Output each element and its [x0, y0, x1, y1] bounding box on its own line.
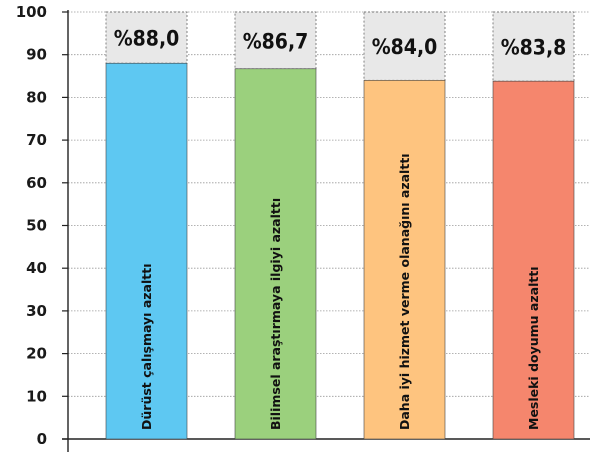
y-tick-label: 0: [37, 430, 47, 448]
data-label: %88,0: [114, 27, 180, 51]
data-label: %86,7: [243, 29, 309, 53]
y-tick-label: 50: [26, 217, 47, 235]
bar: [234, 68, 317, 440]
category-label: Mesleki doyumu azalttı: [526, 266, 541, 430]
category-label: Daha iyi hizmet verme olanağını azalttı: [397, 153, 412, 430]
bar: [105, 62, 188, 440]
y-tick-label: 20: [26, 345, 47, 363]
y-tick-label: 90: [26, 46, 47, 64]
data-label: %84,0: [372, 35, 438, 59]
category-label: Dürüst çalışmayı azalttı: [139, 264, 154, 431]
y-tick-label: 30: [26, 302, 47, 320]
y-tick-label: 10: [26, 387, 47, 405]
y-tick-label: 60: [26, 174, 47, 192]
bar-remainder: [105, 11, 188, 64]
bar: [492, 80, 575, 440]
bar-remainder: [363, 11, 446, 81]
y-tick-label: 40: [26, 259, 47, 277]
bars: %88,0 Dürüst çalışmayı azalttı %86,7 Bilims…: [105, 11, 575, 440]
y-tick-label: 80: [26, 88, 47, 106]
y-tick-label: 100: [16, 3, 47, 21]
y-tick-label: 70: [26, 131, 47, 149]
category-label: Bilimsel araştırmaya ilgiyi azalttı: [268, 198, 283, 430]
data-label: %83,8: [501, 36, 567, 60]
bar-remainder: [492, 11, 575, 82]
bar-remainder: [234, 11, 317, 70]
bar: [363, 80, 446, 440]
